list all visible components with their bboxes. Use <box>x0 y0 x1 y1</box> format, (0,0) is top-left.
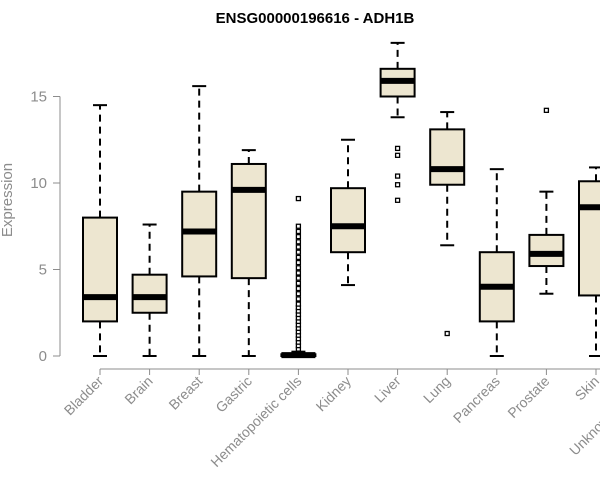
box-pancreas <box>478 168 515 357</box>
x-tick-label: Pancreas <box>450 373 503 426</box>
y-axis-label: Expression <box>0 163 16 237</box>
outlier-point <box>295 285 302 292</box>
box-liver <box>379 41 416 203</box>
x-tick-label: Hematopoietic cells <box>207 373 304 470</box>
chart-title: ENSG00000196616 - ADH1B <box>216 10 415 27</box>
outlier-point <box>394 145 401 152</box>
x-tick-label: Gastric <box>212 373 255 416</box>
y-axis: 0 5 10 15 <box>30 89 61 365</box>
iqr-box <box>82 216 118 323</box>
iqr-box <box>131 273 168 314</box>
outlier-point <box>394 197 401 203</box>
outlier-point <box>295 291 302 297</box>
iqr-box <box>230 162 267 280</box>
outlier-point <box>295 265 302 271</box>
box-hematopoietic-cells <box>280 195 317 359</box>
outlier-point <box>295 228 302 235</box>
x-tick-label: Bladder <box>61 373 107 419</box>
x-tick-label: Kidney <box>313 373 355 415</box>
outlier-point <box>295 233 302 240</box>
y-tick-label: 15 <box>30 89 47 106</box>
x-tick-label: Breast <box>165 373 205 413</box>
outlier-point <box>295 280 302 286</box>
box-brain <box>131 223 168 357</box>
x-tick-label: Lung <box>420 373 453 406</box>
outlier-point <box>295 275 302 281</box>
outlier-point <box>295 270 302 276</box>
outlier-point <box>295 223 302 229</box>
box-bladder <box>82 104 118 357</box>
outlier-point <box>295 296 302 302</box>
outlier-point <box>295 195 302 202</box>
x-tick-label: Brain <box>121 373 155 407</box>
box-skin <box>578 166 600 357</box>
box-lung <box>429 111 466 337</box>
iqr-box <box>330 187 366 254</box>
iqr-box <box>578 180 600 297</box>
x-tick-label: Prostate <box>504 373 552 421</box>
box-prostate <box>528 107 565 295</box>
outlier-point <box>295 301 302 307</box>
box-series <box>82 41 600 359</box>
x-tick-label: Skin <box>572 373 600 404</box>
box-kidney <box>330 138 366 287</box>
outlier-point <box>394 173 401 179</box>
y-tick-label: 0 <box>39 348 47 365</box>
iqr-box <box>528 233 565 268</box>
box-breast <box>181 85 218 357</box>
outlier-point <box>295 249 302 255</box>
box-gastric <box>230 149 267 357</box>
outlier-point <box>543 107 550 113</box>
outlier-point <box>394 182 401 188</box>
outlier-point <box>295 239 302 245</box>
x-tick-label: Liver <box>371 373 404 406</box>
outlier-point <box>444 330 450 337</box>
y-tick-label: 5 <box>39 262 47 279</box>
outlier-point <box>295 244 302 250</box>
iqr-box <box>429 128 466 186</box>
outlier-point <box>394 152 401 158</box>
outlier-point <box>295 254 302 261</box>
y-tick-label: 10 <box>30 175 47 192</box>
outlier-point <box>295 259 302 266</box>
